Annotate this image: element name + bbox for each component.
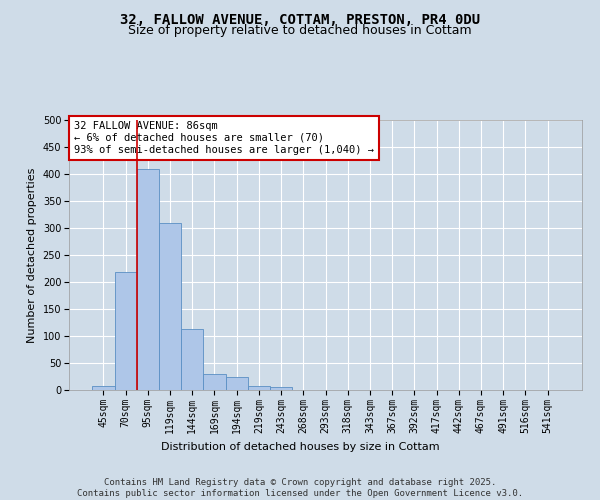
Bar [137,168,159,390]
Bar [181,329,203,390]
Text: 32, FALLOW AVENUE, COTTAM, PRESTON, PR4 0DU: 32, FALLOW AVENUE, COTTAM, PRESTON, PR4 … [120,12,480,26]
Bar [159,222,181,390]
Bar [203,374,226,390]
Bar [270,387,292,390]
Bar [115,272,137,390]
Text: Size of property relative to detached houses in Cottam: Size of property relative to detached ho… [128,24,472,37]
Bar [248,386,270,390]
Bar [92,386,115,390]
Text: Distribution of detached houses by size in Cottam: Distribution of detached houses by size … [161,442,439,452]
Text: Contains HM Land Registry data © Crown copyright and database right 2025.
Contai: Contains HM Land Registry data © Crown c… [77,478,523,498]
Y-axis label: Number of detached properties: Number of detached properties [27,168,37,342]
Bar [226,377,248,390]
Text: 32 FALLOW AVENUE: 86sqm
← 6% of detached houses are smaller (70)
93% of semi-det: 32 FALLOW AVENUE: 86sqm ← 6% of detached… [74,122,374,154]
